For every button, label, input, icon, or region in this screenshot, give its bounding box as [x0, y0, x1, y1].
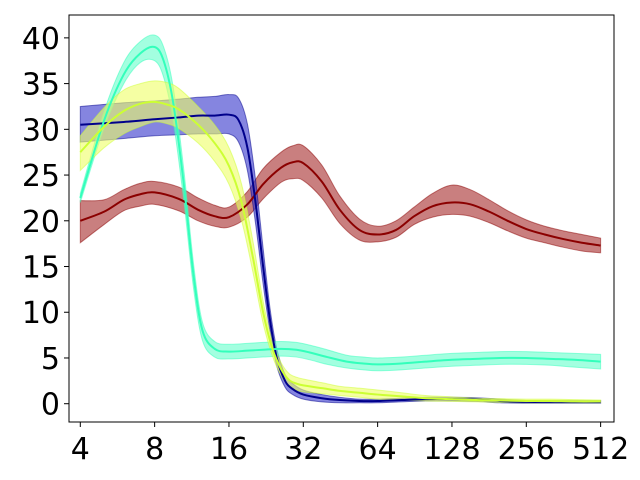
y-axis: 0 5 10 15 20 25 30 35 40 — [22, 22, 69, 423]
x-tick-label: 128 — [423, 432, 480, 467]
x-tick-label: 16 — [210, 432, 248, 467]
y-tick-label: 10 — [22, 296, 60, 331]
y-tick-label: 15 — [22, 251, 60, 286]
x-tick-label: 4 — [71, 432, 90, 467]
y-tick-label: 40 — [22, 22, 60, 57]
x-tick-label: 64 — [359, 432, 397, 467]
series-lines — [79, 45, 601, 403]
y-tick-label: 5 — [41, 342, 60, 377]
x-tick-label: 256 — [498, 432, 555, 467]
y-tick-label: 35 — [22, 68, 60, 103]
confidence-bands — [79, 34, 602, 404]
series-4-line — [79, 100, 601, 403]
x-tick-label: 8 — [145, 432, 164, 467]
x-tick-label: 32 — [284, 432, 322, 467]
y-tick-label: 20 — [22, 205, 60, 240]
series-1-line — [79, 160, 601, 247]
plot-frame — [68, 14, 615, 423]
y-tick-label: 0 — [41, 388, 60, 423]
y-tick-label: 25 — [22, 159, 60, 194]
x-tick-label: 512 — [572, 432, 629, 467]
series-3-line — [79, 45, 601, 366]
x-axis: 4 8 16 32 64 128 256 512 — [71, 422, 629, 467]
y-tick-label: 30 — [22, 113, 60, 148]
series-1-band — [79, 143, 602, 254]
